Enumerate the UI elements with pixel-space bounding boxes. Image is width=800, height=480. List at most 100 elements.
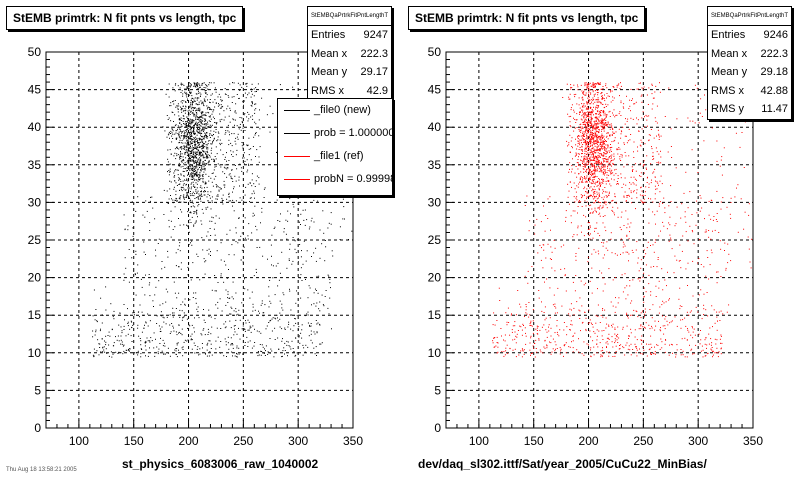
data-point — [603, 196, 605, 198]
data-point — [120, 343, 122, 345]
data-point — [587, 150, 589, 151]
data-point — [118, 351, 120, 353]
data-point — [239, 163, 241, 165]
data-point — [653, 353, 655, 355]
data-point — [260, 222, 261, 224]
data-point — [692, 295, 694, 297]
x-tick-label: 350 — [343, 434, 363, 448]
data-point — [324, 240, 326, 241]
data-point — [582, 164, 584, 165]
data-point — [171, 111, 173, 113]
data-point — [600, 140, 602, 142]
data-point — [190, 172, 192, 174]
data-point — [296, 290, 297, 292]
data-point — [564, 344, 566, 346]
data-point — [737, 184, 739, 186]
data-point — [244, 345, 246, 346]
data-point — [658, 235, 660, 237]
data-point — [200, 178, 202, 179]
data-point — [149, 230, 151, 231]
data-point — [705, 229, 707, 231]
data-point — [682, 354, 684, 356]
data-point — [597, 181, 598, 183]
data-point — [255, 180, 257, 182]
data-point — [601, 136, 603, 138]
data-point — [192, 130, 194, 132]
data-point — [593, 176, 595, 178]
data-point — [641, 195, 643, 197]
data-point — [588, 122, 590, 124]
data-point — [271, 255, 272, 257]
data-point — [167, 291, 169, 293]
data-point — [195, 189, 197, 191]
data-point — [93, 355, 95, 357]
data-point — [207, 88, 209, 90]
data-point — [592, 97, 594, 99]
data-point — [606, 93, 608, 94]
data-point — [614, 137, 616, 139]
data-point — [193, 342, 195, 344]
data-point — [570, 140, 572, 142]
data-point — [324, 296, 326, 297]
data-point — [306, 219, 308, 221]
data-point — [176, 153, 178, 155]
data-point — [623, 142, 625, 144]
data-point — [201, 83, 203, 85]
data-point — [179, 87, 181, 89]
data-point — [183, 146, 185, 148]
data-point — [194, 146, 196, 148]
data-point — [203, 87, 205, 88]
data-point — [149, 347, 150, 349]
data-point — [585, 216, 587, 218]
data-point — [254, 91, 256, 93]
data-point — [207, 193, 209, 195]
data-point — [670, 321, 672, 323]
data-point — [737, 231, 739, 233]
data-point — [203, 98, 205, 100]
data-point — [591, 124, 593, 126]
data-point — [174, 175, 176, 177]
data-point — [639, 163, 641, 165]
data-point — [219, 187, 221, 189]
data-point — [199, 85, 201, 87]
data-point — [213, 160, 215, 162]
data-point — [216, 153, 218, 155]
data-point — [271, 330, 273, 332]
data-point — [199, 121, 201, 123]
data-point — [192, 191, 194, 193]
data-point — [253, 136, 255, 138]
data-point — [651, 346, 653, 348]
data-point — [605, 183, 607, 185]
data-point — [589, 222, 590, 224]
data-point — [331, 328, 332, 330]
data-point — [643, 160, 645, 162]
data-point — [204, 194, 206, 196]
data-point — [629, 182, 631, 184]
data-point — [327, 307, 329, 309]
data-point — [618, 183, 619, 185]
data-point — [589, 152, 591, 154]
data-point — [241, 121, 243, 123]
data-point — [199, 164, 201, 166]
data-point — [660, 338, 662, 340]
data-point — [554, 270, 556, 272]
data-point — [192, 112, 194, 114]
data-point — [168, 96, 170, 98]
data-point — [324, 260, 326, 262]
data-point — [589, 154, 591, 156]
data-point — [186, 133, 188, 135]
data-point — [729, 213, 731, 215]
data-point — [205, 87, 207, 89]
data-point — [658, 133, 660, 135]
data-point — [550, 335, 552, 337]
data-point — [633, 151, 634, 153]
data-point — [134, 352, 136, 354]
data-point — [257, 355, 259, 357]
data-point — [644, 195, 646, 196]
data-point — [594, 86, 596, 88]
data-point — [142, 314, 144, 316]
data-point — [206, 126, 208, 128]
data-point — [145, 341, 147, 343]
data-point — [601, 272, 603, 274]
data-point — [711, 349, 713, 351]
